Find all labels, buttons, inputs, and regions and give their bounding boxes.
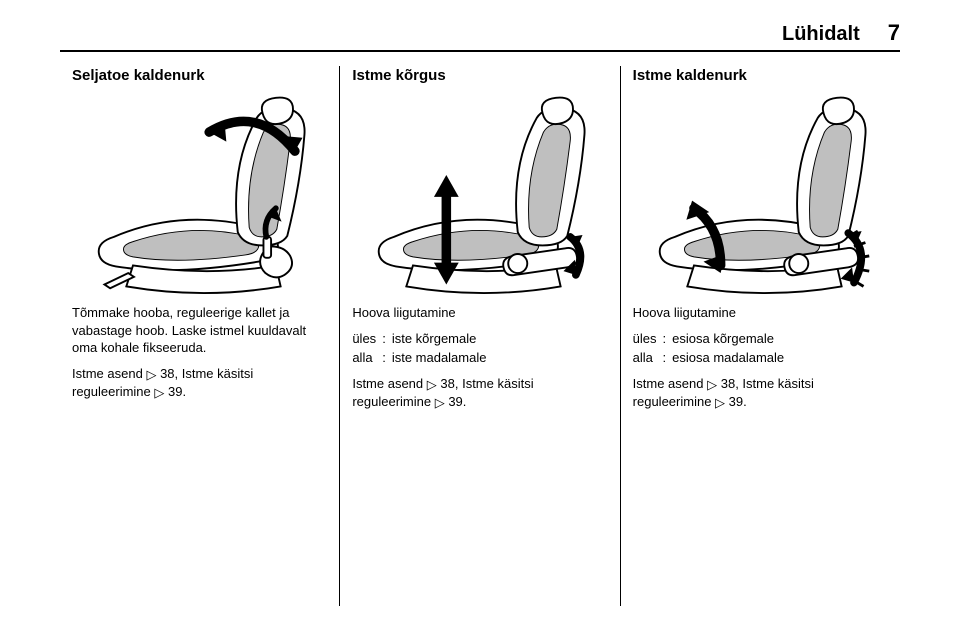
ref-line: Istme asend ▷ 38, Istme käsitsi reguleer…	[633, 375, 888, 411]
page-header: Lühidalt 7	[60, 20, 900, 52]
ref-num2: 39	[168, 384, 182, 399]
figure-tilt	[633, 94, 888, 294]
column-height: Istme kõrgus	[339, 66, 619, 606]
ref-num2: 39	[448, 394, 462, 409]
column-tilt: Istme kaldenurk	[620, 66, 900, 606]
ref-triangle-icon: ▷	[427, 376, 437, 394]
ref-prefix: Istme asend	[72, 366, 146, 381]
ref-triangle-icon: ▷	[154, 384, 164, 402]
ref-triangle-icon: ▷	[707, 376, 717, 394]
figure-backrest	[72, 94, 327, 294]
ref-prefix: Istme asend	[352, 376, 426, 391]
def-colon: :	[663, 330, 667, 348]
def-value: iste madalamale	[392, 349, 608, 367]
page-number: 7	[888, 20, 900, 46]
def-colon: :	[382, 330, 386, 348]
col-title: Istme kaldenurk	[633, 66, 888, 86]
ref-triangle-icon: ▷	[146, 366, 156, 384]
def-label: alla	[352, 349, 376, 367]
body-text: Tõmmake hooba, reguleerige kallet ja vab…	[72, 304, 327, 357]
columns: Seljatoe kaldenurk	[60, 66, 900, 606]
ref-num1: 38	[160, 366, 174, 381]
def-value: iste kõrgemale	[392, 330, 608, 348]
seat-height-svg	[352, 94, 607, 294]
ref-suffix: .	[463, 394, 467, 409]
body-text: Hoova liigutamine	[633, 304, 888, 322]
def-label: üles	[633, 330, 657, 348]
seat-tilt-svg	[633, 94, 888, 294]
ref-suffix: .	[182, 384, 186, 399]
ref-triangle-icon: ▷	[715, 394, 725, 412]
def-value: esiosa kõrgemale	[672, 330, 888, 348]
col-title: Seljatoe kaldenurk	[72, 66, 327, 86]
column-backrest: Seljatoe kaldenurk	[60, 66, 339, 606]
body-text: Hoova liigutamine	[352, 304, 607, 322]
col-title: Istme kõrgus	[352, 66, 607, 86]
ref-num2: 39	[729, 394, 743, 409]
seat-backrest-svg	[72, 94, 327, 294]
ref-triangle-icon: ▷	[435, 394, 445, 412]
def-label: üles	[352, 330, 376, 348]
ref-line: Istme asend ▷ 38, Istme käsitsi reguleer…	[352, 375, 607, 411]
def-table: üles : esiosa kõrgemale alla : esiosa ma…	[633, 330, 888, 367]
ref-num1: 38	[721, 376, 735, 391]
ref-prefix: Istme asend	[633, 376, 707, 391]
def-label: alla	[633, 349, 657, 367]
figure-height	[352, 94, 607, 294]
def-value: esiosa madalamale	[672, 349, 888, 367]
page: Lühidalt 7 Seljatoe kaldenurk	[0, 0, 960, 642]
section-title: Lühidalt	[782, 23, 860, 46]
def-table: üles : iste kõrgemale alla : iste madala…	[352, 330, 607, 367]
ref-line: Istme asend ▷ 38, Istme käsitsi reguleer…	[72, 365, 327, 401]
def-colon: :	[382, 349, 386, 367]
ref-suffix: .	[743, 394, 747, 409]
def-colon: :	[663, 349, 667, 367]
ref-num1: 38	[440, 376, 454, 391]
